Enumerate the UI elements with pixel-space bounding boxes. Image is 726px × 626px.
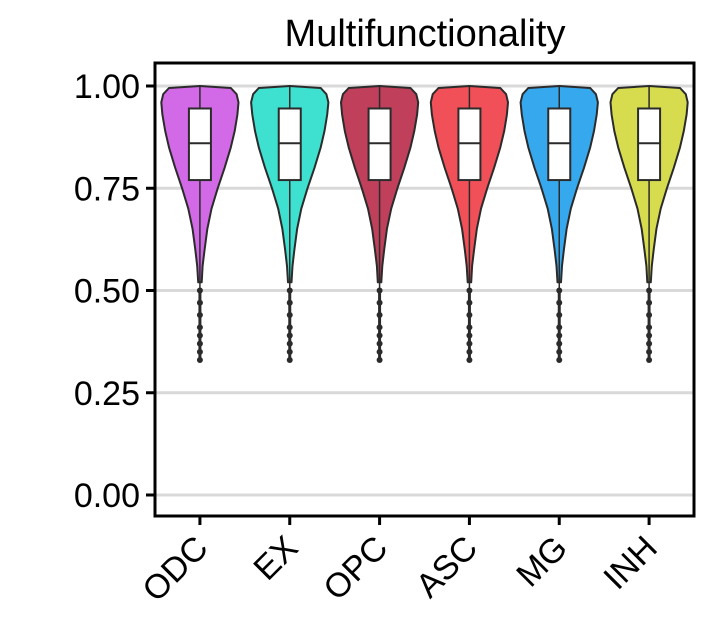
outlier-point [646,312,653,319]
outlier-point [466,357,473,364]
outlier-point [376,348,383,355]
x-tick-label: EX [246,529,305,588]
outlier-point [556,312,563,319]
violin-group-ex [250,85,330,364]
outlier-point [196,324,203,331]
outlier-point [286,357,293,364]
outlier-point [196,340,203,347]
outlier-point [646,357,653,364]
outlier-point [196,348,203,355]
outlier-point [646,324,653,331]
outlier-point [556,340,563,347]
outlier-point [196,357,203,364]
outlier-point [466,324,473,331]
outlier-point [286,332,293,339]
box-ex [277,107,302,182]
outlier-point [556,324,563,331]
y-tick-label: 0.75 [74,170,140,208]
outlier-point [196,312,203,319]
violin-group-opc [340,85,420,364]
outlier-point [466,312,473,319]
box-asc [457,107,482,182]
box-inh [637,107,662,182]
outlier-point [196,332,203,339]
x-tick-label: MG [509,529,575,595]
chart-title: Multifunctionality [285,13,566,55]
outlier-point [286,312,293,319]
x-tick-label: ODC [135,529,215,609]
grid-lines [155,84,694,497]
box-odc [187,107,212,182]
violin-group-mg [519,85,599,364]
box-mg [547,107,572,182]
outlier-point [466,348,473,355]
y-tick-label: 0.25 [74,375,140,413]
outlier-point [286,324,293,331]
outlier-point [376,332,383,339]
outlier-point [646,332,653,339]
violin-group-odc [160,85,240,364]
outlier-point [556,332,563,339]
outlier-point [556,357,563,364]
outlier-point [556,299,563,306]
x-tick-label: ASC [409,529,485,605]
outlier-point [376,340,383,347]
violin-group-inh [609,85,689,364]
outlier-point [646,348,653,355]
y-tick-label: 0.50 [74,273,140,311]
outlier-point [556,348,563,355]
outlier-point [286,340,293,347]
outlier-point [376,312,383,319]
violins [160,85,689,364]
outlier-point [376,299,383,306]
box-opc [367,107,392,182]
y-tick-label: 1.00 [74,68,140,106]
y-tick-label: 0.00 [74,477,140,515]
outlier-point [466,299,473,306]
x-tick-label: OPC [316,529,395,608]
violin-group-asc [429,85,509,364]
outlier-point [286,348,293,355]
outlier-point [376,357,383,364]
outlier-point [466,332,473,339]
outlier-point [646,340,653,347]
outlier-point [286,299,293,306]
outlier-point [376,324,383,331]
outlier-point [646,299,653,306]
outlier-point [466,340,473,347]
outlier-point [196,299,203,306]
x-tick-label: INH [596,529,664,597]
